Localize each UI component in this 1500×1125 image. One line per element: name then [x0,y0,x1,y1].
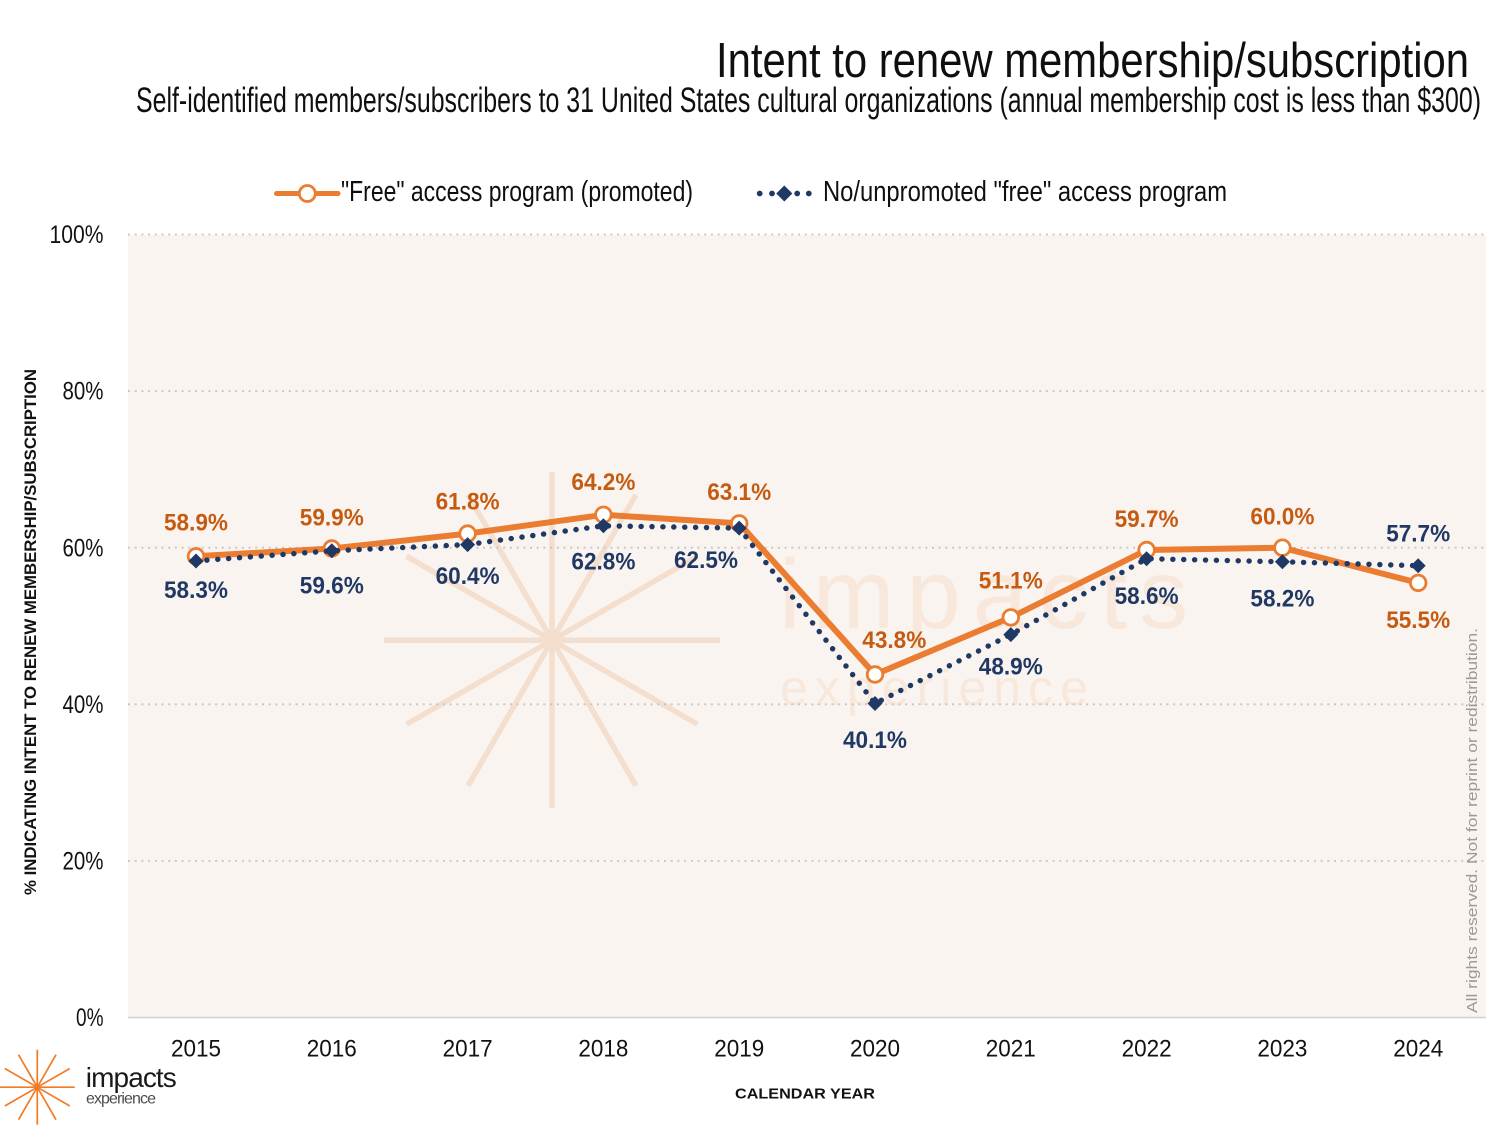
svg-text:58.2%: 58.2% [1250,585,1314,612]
svg-text:58.3%: 58.3% [164,577,228,604]
svg-text:80%: 80% [63,378,104,406]
svg-text:2020: 2020 [850,1036,900,1063]
svg-text:0%: 0% [76,1004,104,1032]
svg-text:20%: 20% [63,848,104,876]
svg-text:No/unpromoted "free" access pr: No/unpromoted "free" access program [823,176,1227,208]
svg-text:62.5%: 62.5% [674,547,738,574]
svg-text:62.8%: 62.8% [571,549,635,576]
svg-text:40%: 40% [63,691,104,719]
svg-text:"Free" access program (promote: "Free" access program (promoted) [341,176,693,208]
svg-text:60.4%: 60.4% [436,563,500,590]
svg-text:63.1%: 63.1% [707,479,771,506]
svg-text:experience: experience [86,1091,156,1108]
svg-text:Intent to renew membership/sub: Intent to renew membership/subscription [716,34,1469,88]
svg-text:impacts: impacts [86,1062,177,1093]
svg-text:2018: 2018 [578,1036,628,1063]
svg-text:Self-identified members/subscr: Self-identified members/subscribers to 3… [136,81,1481,120]
svg-text:100%: 100% [50,221,104,249]
svg-text:CALENDAR YEAR: CALENDAR YEAR [735,1086,875,1103]
svg-text:2022: 2022 [1122,1036,1172,1063]
svg-text:57.7%: 57.7% [1386,521,1450,548]
svg-text:59.7%: 59.7% [1115,506,1179,533]
svg-text:55.5%: 55.5% [1386,607,1450,634]
svg-text:59.9%: 59.9% [300,504,364,531]
svg-text:61.8%: 61.8% [436,488,500,515]
svg-text:51.1%: 51.1% [979,568,1043,595]
svg-text:59.6%: 59.6% [300,572,364,599]
svg-text:60.0%: 60.0% [1250,504,1314,531]
svg-text:58.6%: 58.6% [1115,583,1179,610]
svg-text:48.9%: 48.9% [979,654,1043,681]
svg-text:All rights reserved. Not for r: All rights reserved. Not for reprint or … [1464,628,1481,1013]
svg-text:64.2%: 64.2% [571,469,635,496]
svg-text:2016: 2016 [307,1036,357,1063]
svg-text:43.8%: 43.8% [862,627,926,654]
svg-text:2017: 2017 [443,1036,493,1063]
svg-text:2015: 2015 [171,1036,221,1063]
svg-text:2023: 2023 [1257,1036,1307,1063]
svg-text:2021: 2021 [986,1036,1036,1063]
svg-text:40.1%: 40.1% [843,727,907,754]
svg-text:% INDICATING INTENT TO RENEW M: % INDICATING INTENT TO RENEW MEMBERSHIP/… [21,369,40,895]
svg-text:60%: 60% [63,534,104,562]
svg-text:2019: 2019 [714,1036,764,1063]
svg-text:58.9%: 58.9% [164,509,228,536]
svg-text:2024: 2024 [1393,1036,1443,1063]
